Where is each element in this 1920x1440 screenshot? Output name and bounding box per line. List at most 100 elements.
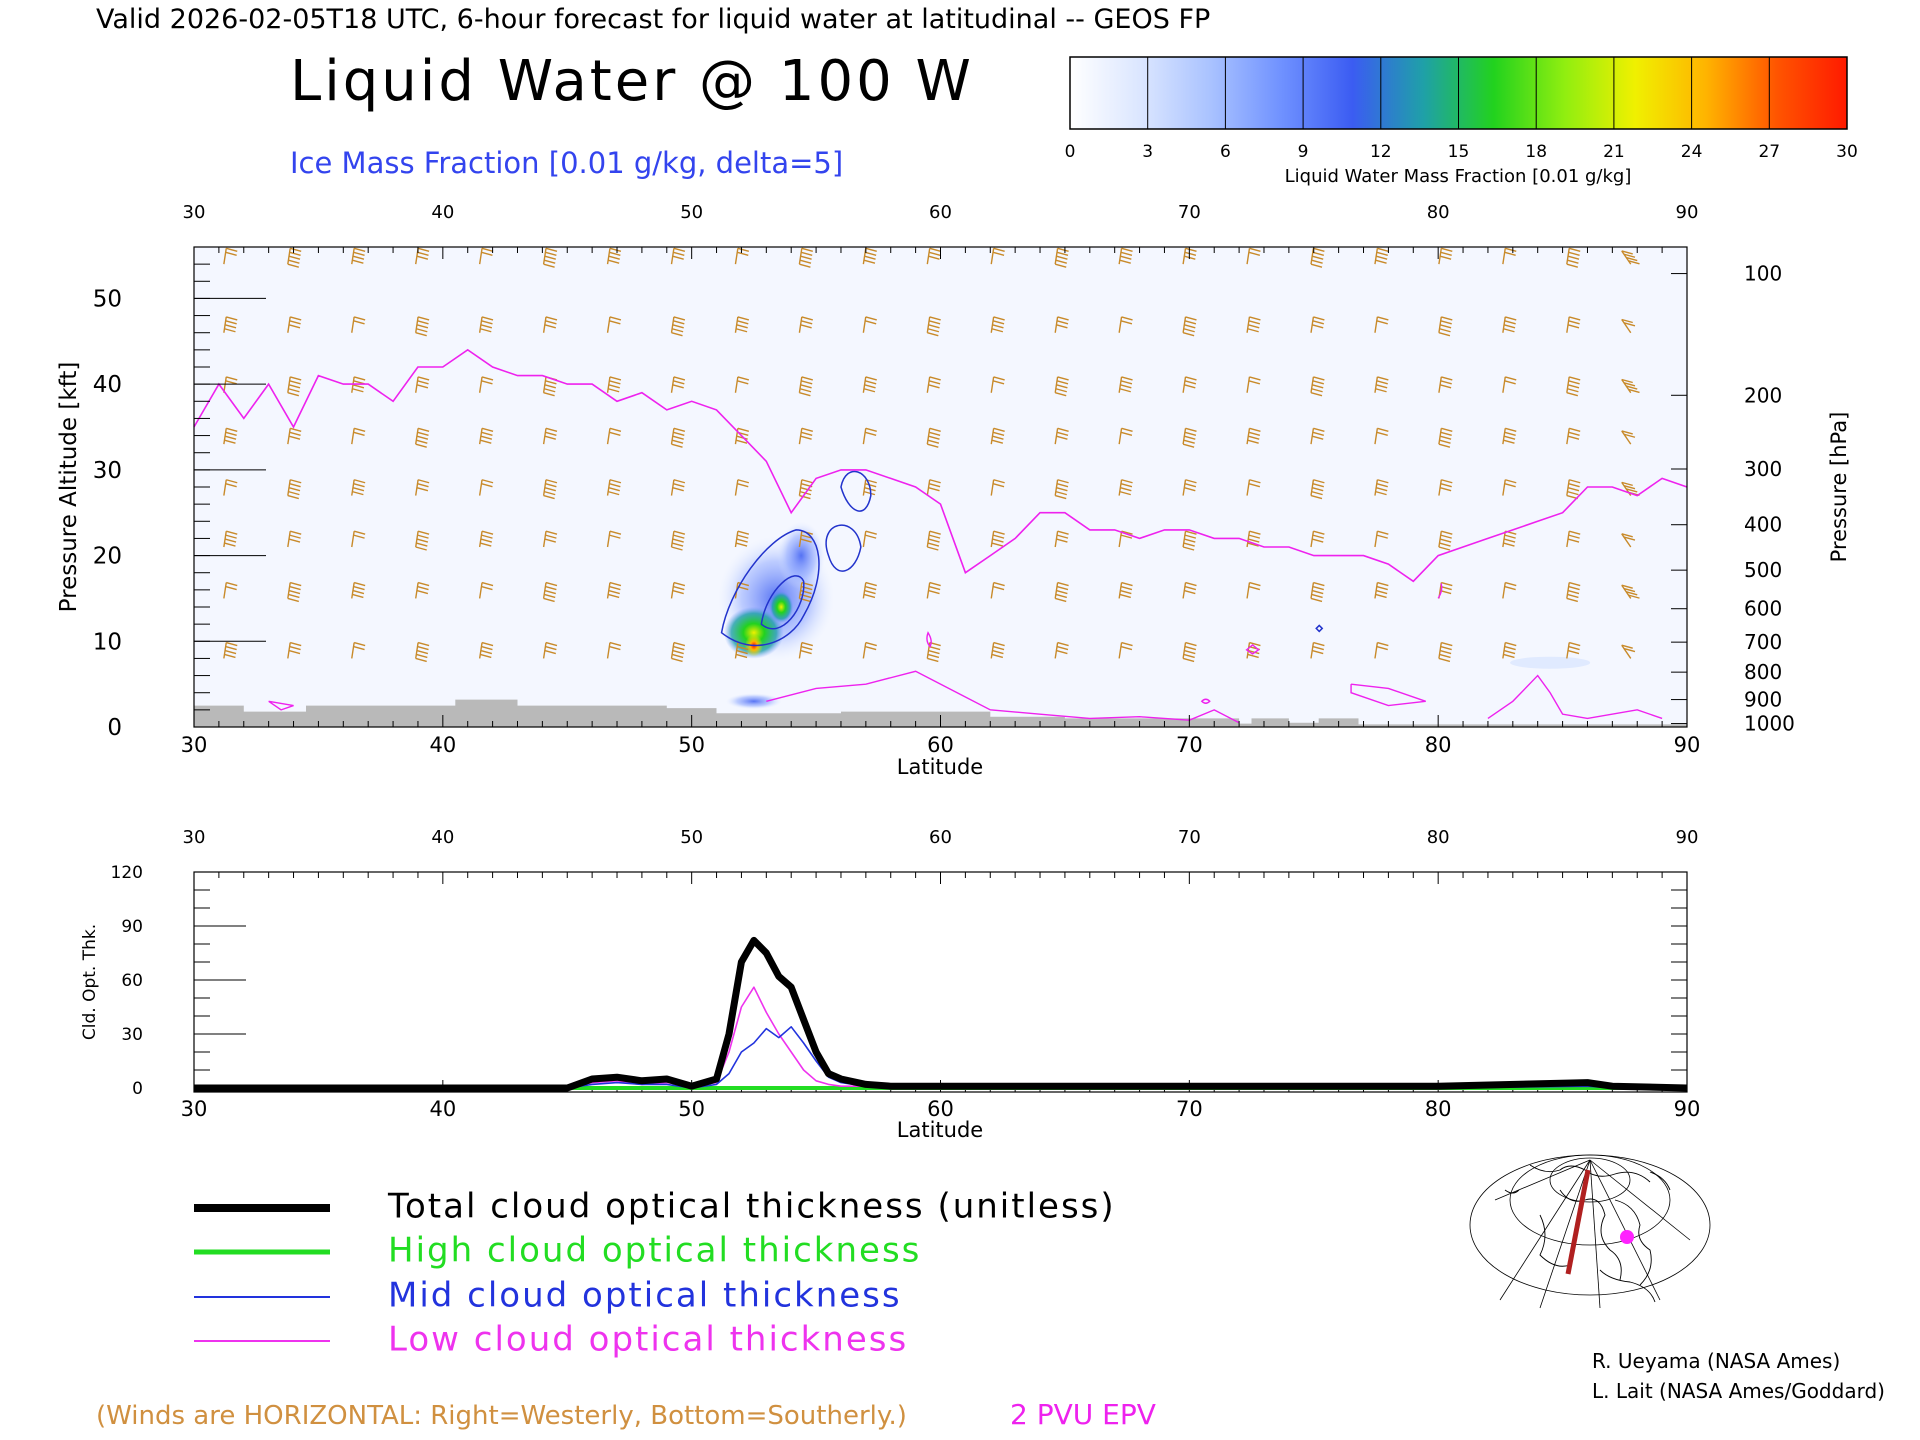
right-axis-tick-label: 700 <box>1744 630 1782 654</box>
epv-low-contour <box>268 700 294 711</box>
wind-barb <box>1118 247 1133 265</box>
epv-low-contour <box>1350 683 1426 707</box>
bottom-axis-tick-label: 60 <box>927 733 954 757</box>
wind-barb <box>1118 376 1133 393</box>
wind-barb <box>670 316 686 337</box>
wind-barb <box>1374 427 1389 445</box>
bottom-ylabel: Cld. Opt. Thk. <box>80 924 100 1040</box>
wind-barb <box>1502 427 1517 445</box>
wind-barb <box>1054 376 1069 397</box>
wind-barb <box>606 641 622 659</box>
right-axis-tick-label: 500 <box>1744 558 1782 582</box>
wind-barb <box>798 316 813 333</box>
wind-barb <box>1374 641 1389 659</box>
wind-barb <box>351 427 366 445</box>
liquid-water-blob <box>723 606 784 659</box>
wind-barb <box>542 581 558 603</box>
wind-barb <box>862 530 877 548</box>
bottom-left-tick-label: 90 <box>121 917 143 937</box>
wind-barb <box>351 581 366 599</box>
wind-barb <box>351 530 366 548</box>
wind-barb <box>1054 316 1069 333</box>
wind-barb <box>670 479 686 496</box>
valid-line: Valid 2026-02-05T18 UTC, 6-hour forecast… <box>96 4 1210 35</box>
wind-barb <box>542 247 558 268</box>
legend-label-high: High cloud optical thickness <box>388 1231 921 1271</box>
left-axis-tick-label: 20 <box>93 544 122 570</box>
wind-barb <box>990 247 1005 265</box>
legend: Total cloud optical thickness (unitless)… <box>194 1187 1116 1360</box>
colorbar-tick-label: 21 <box>1603 142 1625 162</box>
map-coastlines <box>1504 1164 1671 1303</box>
bottom-top-axis-tick-label: 50 <box>680 827 703 848</box>
wind-barb <box>862 581 877 599</box>
right-axis-tick-label: 800 <box>1744 660 1782 684</box>
ice-mass-contour <box>840 470 872 512</box>
top-axis-tick-label: 80 <box>1427 202 1450 223</box>
top-axis-tick-label: 30 <box>183 202 206 223</box>
wind-barb <box>1182 376 1197 393</box>
pvu-label: 2 PVU EPV <box>1010 1398 1156 1431</box>
wind-barb <box>287 530 302 548</box>
bottom-panel: 30 30 40 40 50 50 60 60 70 70 80 80 90 90 0 30 60 90 120 L… <box>80 827 1700 1142</box>
wind-barb <box>415 316 430 337</box>
wind-barb <box>734 530 750 548</box>
wind-barb <box>926 316 941 337</box>
colorbar-tick-label: 30 <box>1836 142 1858 162</box>
map-location-dot <box>1620 1230 1634 1244</box>
wind-barb <box>862 316 877 333</box>
wind-barb <box>415 479 430 496</box>
wind-barb <box>734 247 750 265</box>
top-axis-tick-label: 50 <box>680 202 703 223</box>
bottom-top-axis-tick-label: 60 <box>929 827 952 848</box>
wind-barb <box>990 530 1005 548</box>
wind-barb <box>1566 479 1581 500</box>
wind-barb <box>606 530 622 548</box>
map-transect <box>1565 1169 1591 1275</box>
bottom-left-tick-label: 0 <box>132 1079 143 1099</box>
epv-2pvu-line <box>193 348 1688 583</box>
wind-barb <box>926 530 941 551</box>
right-axis-tick-label: 200 <box>1744 383 1782 407</box>
wind-barb <box>1374 581 1389 599</box>
wind-barb <box>670 581 686 599</box>
wind-barb <box>1621 318 1636 334</box>
wind-barb <box>542 316 558 333</box>
liquid-water-blob <box>1510 656 1591 669</box>
wind-barb <box>1310 479 1325 500</box>
bottom-axis-tick-label: 30 <box>181 1097 208 1121</box>
wind-barb <box>1118 427 1133 445</box>
colorbar-tick-label: 15 <box>1448 142 1470 162</box>
wind-barb <box>1054 247 1069 268</box>
epv-low-contour <box>1437 583 1443 599</box>
colorbar-tick-label: 0 <box>1065 142 1076 162</box>
wind-barb <box>926 479 941 496</box>
top-ylabel: Pressure Altitude [kft] <box>56 362 82 613</box>
wind-barb <box>670 247 686 265</box>
wind-barb <box>287 427 302 445</box>
bottom-xlabel: Latitude <box>897 1118 983 1142</box>
legend-label-total: Total cloud optical thickness (unitless) <box>387 1187 1116 1227</box>
wind-barb <box>862 376 877 393</box>
wind-barb <box>1438 376 1453 393</box>
top-right-label: Pressure [hPa] <box>1827 412 1851 563</box>
epv-low-contour <box>1245 643 1260 655</box>
wind-barb <box>1374 376 1389 393</box>
wind-barb <box>223 641 238 659</box>
liquid-water-blob <box>725 693 782 710</box>
wind-barb <box>926 581 941 599</box>
wind-barb <box>1246 427 1261 445</box>
wind-barb <box>606 247 622 265</box>
wind-barb <box>1374 530 1389 548</box>
wind-barb <box>1054 530 1069 548</box>
wind-barb <box>1621 644 1636 659</box>
wind-barb <box>1246 376 1261 393</box>
legend-label-low: Low cloud optical thickness <box>388 1320 908 1360</box>
wind-barb <box>415 641 430 663</box>
wind-barb <box>990 316 1005 333</box>
wind-barb <box>1182 479 1197 496</box>
wind-barb <box>1621 250 1640 265</box>
wind-barb <box>734 427 750 445</box>
colorbar-tick-label: 24 <box>1681 142 1703 162</box>
wind-barb <box>478 479 494 496</box>
